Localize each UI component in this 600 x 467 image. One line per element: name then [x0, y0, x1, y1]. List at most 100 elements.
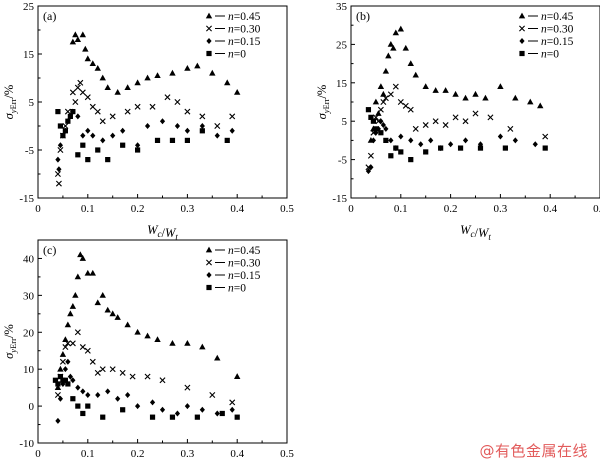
data-point — [77, 251, 84, 258]
chart-panel-b: 0 0.1 0.2 0.3 0.4 0.5 -15 -5 5 15 25 35 (b) Wc/Wt σyEr… — [315, 1, 600, 242]
legend-marker — [205, 246, 213, 253]
data-point — [214, 132, 220, 139]
data-point — [59, 358, 66, 365]
data-point — [57, 142, 64, 149]
y-tick-label: 0 — [29, 401, 35, 413]
data-point — [84, 347, 91, 354]
data-point — [229, 406, 235, 413]
data-point — [85, 403, 91, 409]
data-point — [224, 137, 230, 143]
data-point — [94, 299, 101, 306]
legend-entry: n=0.30 — [541, 24, 574, 36]
data-point — [229, 127, 235, 134]
legend-entry: n=0.15 — [541, 36, 574, 48]
data-point — [512, 137, 518, 144]
y-tick-label: -15 — [19, 193, 34, 205]
data-point — [62, 336, 69, 343]
data-point — [99, 74, 106, 81]
data-point — [94, 108, 101, 115]
data-point — [397, 25, 404, 32]
data-point — [75, 384, 81, 391]
data-point — [69, 89, 76, 96]
data-point — [383, 137, 389, 143]
data-point — [110, 132, 116, 139]
data-point — [472, 110, 479, 117]
data-point — [174, 410, 181, 417]
data-point — [214, 123, 221, 129]
data-point — [62, 123, 69, 129]
data-point — [72, 31, 79, 38]
data-point — [57, 123, 64, 129]
data-point — [99, 366, 106, 373]
data-point — [154, 72, 161, 78]
data-point — [502, 145, 508, 151]
legend-entry: n=0.15 — [228, 270, 261, 282]
data-point — [79, 255, 87, 261]
legend-entry: n=0 — [228, 49, 246, 61]
data-point — [69, 303, 77, 309]
data-point — [70, 377, 76, 384]
data-point — [169, 414, 176, 420]
x-tick-label: 0 — [35, 203, 41, 215]
y-tick-label: 40 — [23, 253, 35, 265]
data-point — [390, 44, 397, 51]
data-point — [57, 365, 64, 372]
data-point — [55, 417, 61, 424]
data-point — [104, 84, 111, 90]
data-point — [119, 369, 126, 376]
legend-entry: n=0 — [541, 49, 559, 61]
data-point — [67, 113, 73, 119]
data-point — [94, 65, 101, 71]
data-point — [75, 152, 81, 158]
data-point — [452, 114, 459, 121]
data-point — [69, 38, 77, 45]
data-point — [380, 90, 387, 97]
data-point — [95, 392, 101, 399]
y-tick-label: 35 — [336, 1, 348, 13]
data-point — [57, 147, 64, 153]
data-point — [79, 344, 86, 351]
data-point — [114, 314, 121, 320]
data-point — [154, 137, 161, 143]
data-point — [72, 291, 79, 298]
data-point — [542, 133, 549, 140]
data-point — [85, 157, 91, 163]
data-point — [408, 137, 414, 144]
data-point — [373, 129, 379, 136]
data-point — [199, 113, 206, 120]
data-point — [472, 90, 479, 97]
data-point — [144, 373, 151, 380]
data-point — [442, 87, 449, 93]
data-point — [184, 384, 191, 391]
data-point — [56, 166, 62, 173]
data-point — [134, 328, 141, 335]
x-tick-label: 0.3 — [181, 448, 195, 460]
y-tick-label: 15 — [23, 49, 35, 61]
data-point — [65, 381, 71, 387]
data-point — [72, 99, 79, 105]
data-point — [89, 358, 96, 365]
data-point — [380, 122, 386, 129]
data-point — [67, 373, 73, 380]
data-point — [199, 406, 205, 413]
data-point — [487, 114, 494, 121]
data-point — [422, 83, 429, 90]
data-point — [57, 373, 64, 380]
data-point — [402, 102, 409, 109]
legend-marker — [206, 284, 212, 291]
data-point — [59, 351, 67, 357]
legend-marker — [519, 25, 525, 32]
y-tick-label: 30 — [23, 290, 35, 302]
data-point — [80, 388, 86, 395]
x-tick-label: 0.3 — [181, 203, 195, 215]
data-point — [55, 109, 61, 115]
data-point — [422, 122, 429, 129]
data-point — [124, 84, 131, 90]
data-point — [393, 145, 399, 151]
data-point — [388, 153, 394, 159]
y-tick-label: 5 — [29, 97, 35, 109]
data-point — [392, 29, 400, 36]
data-point — [74, 329, 81, 336]
data-point — [55, 156, 61, 163]
